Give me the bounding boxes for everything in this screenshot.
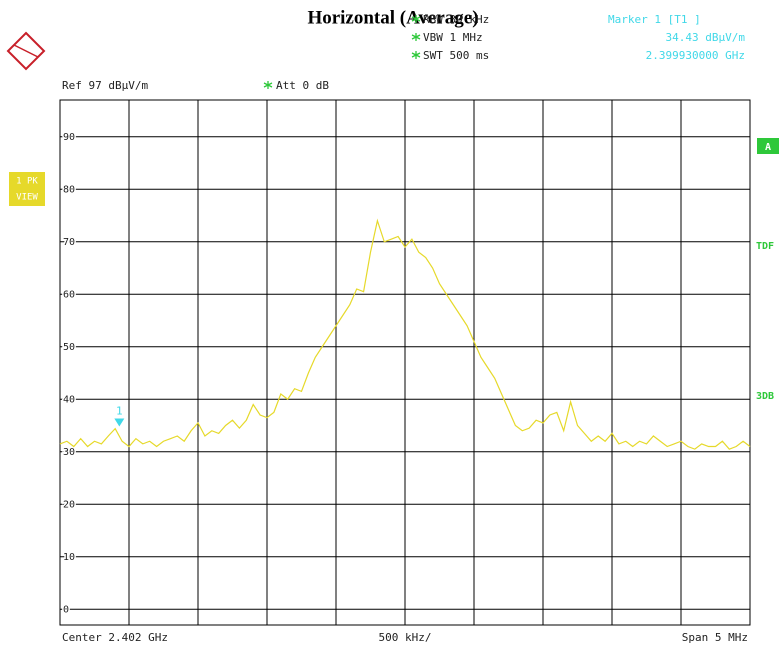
y-tick-label: 50	[63, 342, 75, 353]
y-tick-label: 0	[63, 604, 69, 615]
marker	[114, 418, 125, 427]
y-tick-label: 10	[63, 552, 75, 563]
division: 500 kHz/	[379, 631, 432, 644]
trace-label: A	[765, 142, 771, 153]
y-tick-label: 30	[63, 447, 75, 458]
attenuation: Att 0 dB	[276, 79, 329, 92]
marker-frequency: 2.399930000 GHz	[646, 49, 745, 62]
3db-label: 3DB	[756, 391, 774, 402]
y-tick-label: 20	[63, 499, 75, 510]
span: Span 5 MHz	[682, 631, 748, 644]
trace	[59, 218, 751, 450]
trace-mode: 1 PK	[16, 177, 38, 187]
marker-value: 34.43 dBµV/m	[666, 31, 746, 44]
ref-level: Ref 97 dBµV/m	[62, 79, 148, 92]
center-frequency: Center 2.402 GHz	[62, 631, 168, 644]
swt: SWT 500 ms	[423, 49, 489, 62]
y-tick-label: 90	[63, 132, 75, 143]
marker-label: 1	[116, 404, 123, 417]
trace-box	[757, 138, 779, 154]
vbw: VBW 1 MHz	[423, 31, 483, 44]
setting-flags	[263, 15, 421, 89]
chart-title: Horizontal (Average)	[307, 7, 478, 28]
y-tick-label: 60	[63, 289, 75, 300]
rbw: RBW 30 kHz	[423, 13, 489, 26]
y-tick-label: 70	[63, 237, 75, 248]
y-tick-label: 80	[63, 184, 75, 195]
trace-mode-box	[9, 172, 45, 206]
y-tick-label: 40	[63, 394, 75, 405]
rs-logo	[6, 31, 46, 71]
marker-name: Marker 1 [T1 ]	[608, 13, 701, 26]
tdf-label: TDF	[756, 241, 774, 252]
trace-view: VIEW	[16, 193, 38, 203]
